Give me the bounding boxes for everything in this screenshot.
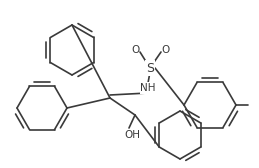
Text: OH: OH	[124, 130, 140, 140]
Text: O: O	[161, 45, 169, 55]
Text: NH: NH	[140, 83, 156, 93]
Text: S: S	[146, 61, 154, 74]
Text: O: O	[132, 45, 140, 55]
